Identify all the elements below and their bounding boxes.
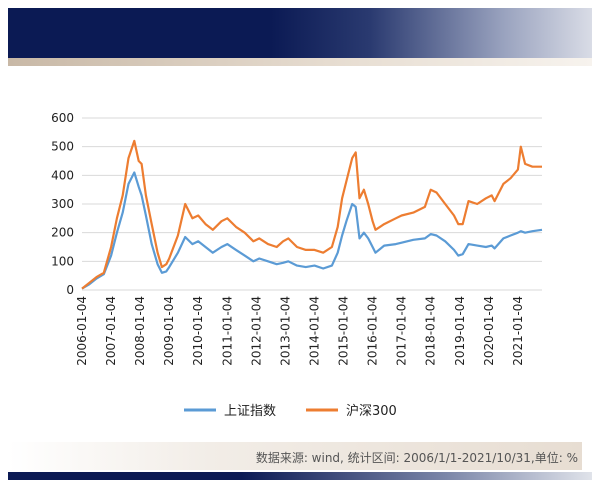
legend: 上证指数 沪深300 — [184, 403, 397, 419]
legend-label-1: 沪深300 — [346, 403, 397, 419]
x-tick-label: 2006-01-04 — [75, 296, 89, 366]
footer-bar — [8, 442, 582, 470]
y-axis-tick-labels: 0 100 200 300 400 500 600 — [51, 111, 74, 297]
y-tick-label: 400 — [51, 168, 74, 182]
x-tick-label: 2014-01-04 — [307, 296, 321, 366]
x-tick-label: 2019-01-04 — [453, 296, 467, 366]
top-banner — [8, 8, 592, 58]
x-tick-label: 2018-01-04 — [424, 296, 438, 366]
y-tick-label: 0 — [66, 283, 74, 297]
series-lines — [81, 139, 543, 290]
y-tick-label: 600 — [51, 111, 74, 125]
top-accent-stripe — [8, 58, 592, 66]
y-tick-label: 200 — [51, 226, 74, 240]
x-tick-label: 2009-01-04 — [162, 296, 176, 366]
bottom-banner — [8, 472, 592, 480]
gridlines — [82, 117, 542, 291]
x-tick-label: 2016-01-04 — [366, 296, 380, 366]
legend-label-0: 上证指数 — [224, 404, 276, 419]
series-line-0 — [81, 171, 543, 290]
x-axis-tick-labels: 2006-01-04 2007-01-04 2008-01-04 2009-01-04… — [75, 296, 525, 366]
y-tick-label: 300 — [51, 197, 74, 211]
x-tick-label: 2020-01-04 — [482, 296, 496, 366]
y-tick-label: 100 — [51, 254, 74, 268]
x-tick-label: 2017-01-04 — [395, 296, 409, 366]
x-tick-label: 2013-01-04 — [278, 296, 292, 366]
x-tick-label: 2010-01-04 — [191, 296, 205, 366]
source-note: 数据来源: wind, 统计区间: 2006/1/1-2021/10/31,单位… — [255, 451, 578, 465]
x-tick-label: 2008-01-04 — [133, 296, 147, 366]
x-tick-label: 2007-01-04 — [104, 296, 118, 366]
x-tick-label: 2015-01-04 — [337, 296, 351, 366]
x-tick-label: 2012-01-04 — [249, 296, 263, 366]
x-tick-label: 2021-01-04 — [511, 296, 525, 366]
series-line-1 — [81, 139, 542, 290]
x-tick-label: 2011-01-04 — [220, 296, 234, 366]
line-chart: 0 100 200 300 400 500 600 2006-01-04 2007-01-04… — [51, 111, 543, 419]
y-tick-label: 500 — [51, 140, 74, 154]
